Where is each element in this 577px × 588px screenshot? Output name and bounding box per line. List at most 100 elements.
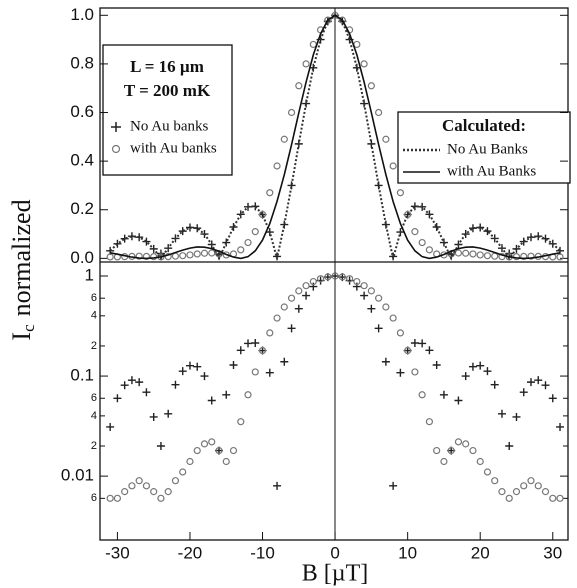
x-tick-label: 30: [543, 543, 562, 562]
point: [498, 253, 506, 261]
point: [556, 253, 564, 261]
point: [389, 314, 397, 322]
point: [367, 304, 376, 313]
point: [556, 422, 565, 431]
y-tick-label: 0.2: [70, 199, 94, 218]
point: [142, 252, 151, 261]
point: [389, 481, 398, 490]
point: [200, 249, 209, 257]
point: [273, 162, 281, 170]
point: [367, 82, 375, 90]
point: [302, 282, 310, 290]
point: [454, 396, 463, 405]
point: [135, 378, 144, 387]
y-tick-label: 4: [91, 310, 97, 322]
point: [418, 339, 427, 348]
point: [483, 468, 492, 476]
point: [382, 135, 390, 143]
x-tick-label: 0: [330, 543, 339, 562]
point: [425, 346, 434, 355]
point: [258, 211, 267, 219]
point: [237, 418, 245, 426]
point: [150, 253, 158, 261]
legend-calculated: [397, 111, 571, 184]
point: [519, 237, 528, 246]
point: [476, 361, 485, 370]
point: [447, 446, 455, 455]
point: [519, 388, 528, 397]
point: [200, 372, 209, 381]
point: [512, 488, 521, 496]
point: [106, 253, 114, 261]
point: [331, 272, 339, 280]
point: [208, 249, 216, 257]
point: [541, 488, 550, 496]
point: [396, 329, 404, 337]
point: [425, 246, 434, 254]
point: [527, 252, 535, 260]
point: [468, 362, 477, 371]
point: [461, 372, 470, 381]
point: [135, 252, 143, 260]
point: [418, 391, 426, 399]
point: [142, 388, 151, 397]
point: [294, 304, 303, 313]
point: [280, 357, 289, 366]
point: [346, 275, 354, 283]
point: [548, 394, 557, 403]
point: [374, 324, 383, 333]
point: [171, 477, 180, 485]
point: [476, 223, 485, 232]
point: [302, 291, 311, 300]
point: [193, 446, 201, 455]
point: [179, 468, 187, 476]
point: [193, 250, 201, 258]
x-tick-label: 10: [398, 543, 417, 562]
legend-marker: [111, 122, 121, 132]
y-tick-label: 0.01: [61, 466, 94, 485]
point: [149, 412, 158, 421]
y-tick-label: 0.1: [70, 366, 94, 385]
frame: [99, 7, 569, 541]
point: [280, 135, 288, 143]
y-tick-label: 0.8: [70, 53, 94, 72]
point: [121, 488, 129, 496]
y-tick-label: 2: [91, 440, 97, 452]
point: [331, 11, 339, 19]
point: [179, 252, 187, 260]
point: [425, 418, 434, 426]
point: [178, 227, 187, 236]
point: [476, 457, 484, 466]
point: [382, 303, 390, 311]
point: [432, 222, 441, 231]
x-tick-label: -20: [178, 543, 203, 562]
point: [497, 409, 506, 418]
annotation: T = 200 mK: [124, 81, 211, 100]
point: [352, 282, 361, 291]
point: [309, 282, 318, 291]
point: [200, 440, 209, 448]
point: [244, 238, 252, 247]
y-tick-label: 0.4: [70, 151, 94, 170]
point: [229, 360, 238, 369]
point: [476, 251, 484, 259]
point: [208, 438, 216, 446]
point: [251, 339, 260, 347]
point: [462, 249, 470, 257]
point: [266, 329, 274, 337]
point: [360, 60, 368, 68]
point: [135, 477, 143, 485]
point: [512, 412, 521, 421]
point: [418, 238, 426, 247]
point: [353, 277, 361, 286]
point: [287, 324, 296, 333]
x-tick-label: 20: [471, 543, 490, 562]
point: [280, 303, 288, 311]
point: [244, 339, 253, 348]
point: [556, 494, 564, 502]
point: [295, 82, 303, 90]
point: [266, 189, 274, 197]
point: [469, 250, 477, 258]
point: [404, 211, 412, 219]
